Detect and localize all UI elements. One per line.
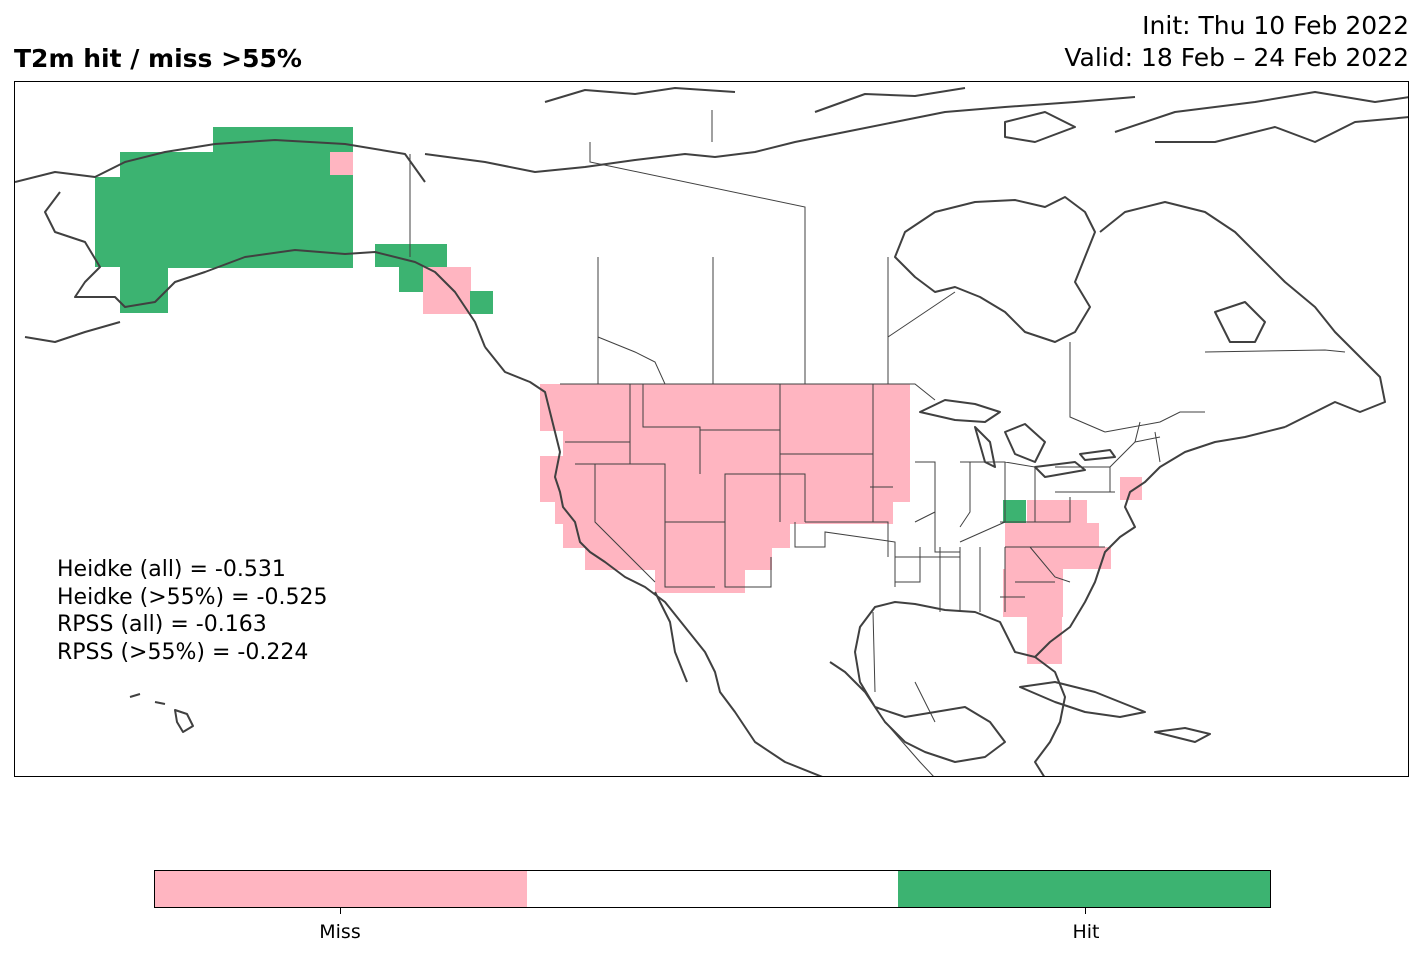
colorbar-neutral-segment — [526, 871, 899, 907]
map-title: T2m hit / miss >55% — [14, 44, 302, 73]
heidke-all: Heidke (all) = -0.531 — [57, 557, 286, 582]
miss-cell — [555, 502, 893, 524]
miss-cell — [563, 431, 910, 456]
hit-cell — [95, 177, 120, 267]
west-coast — [484, 346, 823, 776]
labrador-coast — [1099, 201, 1386, 428]
miss-cell — [563, 524, 723, 548]
gulf-coast — [829, 601, 1036, 763]
skill-scores: Heidke (all) = -0.531 Heidke (>55%) = -0… — [57, 556, 327, 666]
miss-cell — [1005, 523, 1099, 547]
mexico-borders — [872, 611, 936, 776]
hit-cell — [375, 244, 447, 267]
canada-provinces — [409, 110, 1346, 433]
heidke-55: Heidke (>55%) = -0.525 — [57, 584, 328, 610]
hawaii — [129, 693, 194, 733]
hit-cell — [1003, 500, 1026, 523]
borders — [409, 110, 1346, 776]
map-panel — [14, 81, 1409, 777]
great-lakes — [919, 399, 1116, 478]
colorbar-hit-segment — [898, 871, 1271, 907]
miss-cell — [447, 268, 470, 291]
colorbar-miss-segment — [155, 871, 527, 907]
rpss-all: RPSS (all) = -0.163 — [57, 612, 267, 637]
miss-cell — [1027, 500, 1087, 523]
rpss-55: RPSS (>55%) = -0.224 — [57, 639, 309, 665]
valid-date: Valid: 18 Feb – 24 Feb 2022 — [1064, 43, 1409, 72]
miss-cell — [423, 292, 447, 314]
miss-cell — [805, 456, 910, 480]
miss-cell — [723, 524, 790, 548]
colorbar — [154, 870, 1271, 908]
miss-cell — [447, 291, 470, 314]
miss-cell — [540, 384, 910, 409]
grid-cells — [95, 127, 1142, 664]
north-america-map — [15, 87, 1408, 776]
miss-cell — [1003, 569, 1063, 617]
hit-cell — [120, 152, 353, 268]
us-states — [565, 384, 1161, 612]
date-header: Init: Thu 10 Feb 2022 Valid: 18 Feb – 24… — [1064, 10, 1409, 74]
miss-cell — [1120, 477, 1142, 500]
cuba — [1019, 681, 1211, 743]
hit-cell — [470, 291, 493, 314]
miss-cell — [540, 407, 910, 431]
miss-cell — [655, 570, 745, 593]
coastlines — [15, 87, 1408, 776]
miss-cell — [585, 548, 772, 570]
colorbar-label-hit: Hit — [1072, 921, 1100, 943]
alaska-coast — [15, 139, 486, 348]
hudson-bay — [894, 196, 1096, 343]
init-date: Init: Thu 10 Feb 2022 — [1142, 11, 1409, 40]
colorbar-label-miss: Miss — [319, 921, 361, 943]
colorbar-tick-miss — [340, 908, 341, 914]
east-coast — [1034, 426, 1286, 776]
arctic-coast — [424, 87, 1408, 173]
us-canada-border — [560, 383, 1205, 433]
miss-cell — [330, 152, 353, 175]
miss-cell — [1005, 547, 1111, 569]
colorbar-tick-hit — [1085, 908, 1086, 914]
